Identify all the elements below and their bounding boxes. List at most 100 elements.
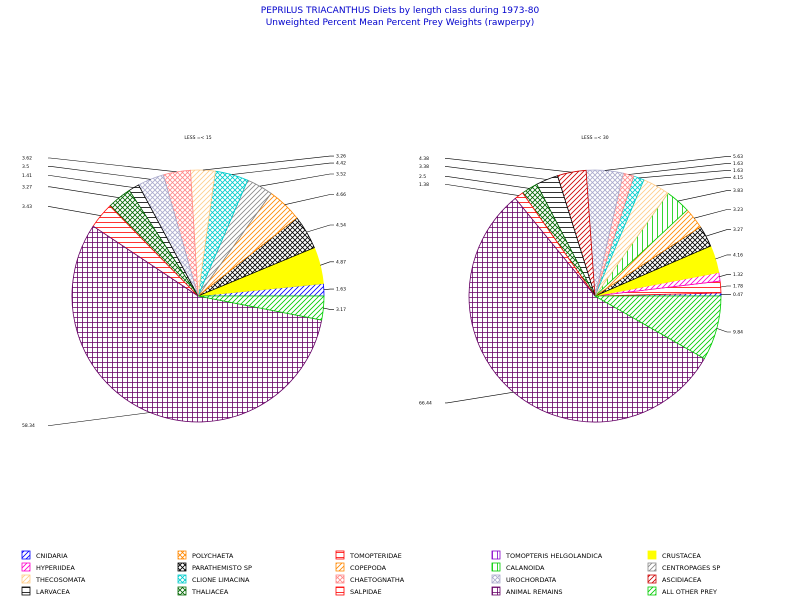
- legend-item-salpidae: SALPIDAE: [335, 586, 382, 596]
- pie-1-leader-thecosomata: [202, 155, 334, 171]
- pie-2-label-clione-limacina: 1.63: [733, 168, 743, 174]
- pie-1-leader-urochordata: [48, 166, 151, 180]
- legend-swatch: [177, 574, 187, 584]
- legend-swatch: [647, 574, 657, 584]
- legend-item-cnidaria: CNIDARIA: [21, 550, 68, 560]
- pie-2-label-ascidiacea: 4.38: [419, 156, 429, 162]
- pie-1-label-crustacea: 4.87: [336, 259, 346, 265]
- pie-2-label-crustacea: 4.16: [733, 252, 743, 258]
- legend-label: CNIDARIA: [36, 552, 68, 560]
- legend-item-tomopteridae: TOMOPTERIDAE: [335, 550, 402, 560]
- pie-2-label-salpidae: 1.38: [419, 182, 429, 188]
- legend-item-polychaeta: POLYCHAETA: [177, 550, 234, 560]
- legend-label: CALANOIDA: [506, 564, 545, 572]
- legend-item-urochordata: UROCHORDATA: [491, 574, 557, 584]
- legend-swatch: [21, 562, 31, 572]
- legend-swatch: [491, 574, 501, 584]
- pie-1-leader-salpidae: [48, 206, 101, 216]
- pie-1-leader-centropages-sp: [259, 173, 334, 187]
- legend-item-calanoida: CALANOIDA: [491, 562, 545, 572]
- pie-1-leader-parathemisto-sp: [306, 224, 334, 233]
- legend-swatch: [21, 574, 31, 584]
- legend-label: ASCIDIACEA: [662, 576, 702, 584]
- pie-2-leader-calanoida: [677, 190, 731, 202]
- legend-item-hyperiidea: HYPERIIDEA: [21, 562, 75, 572]
- pie-2-label-thaliacea: 2.5: [419, 174, 426, 180]
- legend-item-animal-remains: ANIMAL REMAINS: [491, 586, 563, 596]
- legend-label: CLIONE LIMACINA: [192, 576, 250, 584]
- pie-1-leader-larvacea: [48, 175, 134, 188]
- pie-2-label-hyperiidea: 1.32: [733, 272, 743, 278]
- pie-1-label-thecosomata: 3.26: [336, 154, 346, 160]
- legend-item-crustacea: CRUSTACEA: [647, 550, 701, 560]
- pie-2-label-chaetognatha: 1.63: [733, 161, 743, 167]
- pie-1-label-centropages-sp: 3.52: [336, 171, 346, 177]
- legend-swatch: [335, 562, 345, 572]
- pie-1-leader-clione-limacina: [231, 162, 334, 175]
- pie-2-leader-clione-limacina: [638, 170, 731, 179]
- legend-item-centropages-sp: CENTROPAGES SP: [647, 562, 720, 572]
- pie-2-leader-hyperiidea: [719, 274, 731, 277]
- pie-chart-1: LESS =< 15 3.264.42 3.52 4.66 4.54 4.87 1.63 3…: [22, 135, 346, 429]
- legend-swatch: [21, 586, 31, 596]
- legend-label: PARATHEMISTO SP: [192, 564, 252, 572]
- legend-swatch: [177, 586, 187, 596]
- pie-2-leader-chaetognatha: [628, 163, 731, 175]
- legend-label: COPEPODA: [350, 564, 387, 572]
- pie-2-label-all-other-prey: 9.84: [733, 329, 743, 335]
- legend-label: UROCHORDATA: [506, 576, 557, 584]
- legend-swatch: [335, 550, 345, 560]
- legend-swatch: [335, 586, 345, 596]
- pie-2-title: LESS =< 30: [581, 135, 608, 141]
- legend-swatch: [647, 562, 657, 572]
- chart-title: PEPRILUS TRIACANTHUS Diets by length cla…: [261, 6, 540, 16]
- pie-2-leader-larvacea: [445, 166, 547, 180]
- legend-swatch: [491, 562, 501, 572]
- pie-2-leader-thecosomata: [656, 177, 731, 187]
- legend-swatch: [647, 550, 657, 560]
- pie-1-label-animal-remains: 58.34: [22, 423, 35, 429]
- pie-2-leader-parathemisto-sp: [705, 229, 731, 237]
- pie-2-slice-all-other-prey: [593, 295, 722, 360]
- pie-1-title: LESS =< 15: [184, 135, 211, 141]
- pie-1-leader-all-other-prey: [323, 307, 334, 310]
- pie-1-leader-copepoda: [284, 194, 334, 205]
- legend-item-larvacea: LARVACEA: [21, 586, 70, 596]
- legend-label: CHAETOGNATHA: [350, 576, 405, 584]
- pie-1-label-all-other-prey: 3.17: [336, 307, 346, 313]
- chart-subtitle: Unweighted Percent Mean Percent Prey Wei…: [266, 18, 535, 28]
- legend-swatch: [335, 574, 345, 584]
- pie-2-leader-ascidiacea: [445, 158, 572, 173]
- legend-swatch: [177, 550, 187, 560]
- pie-2-leader-crustacea: [715, 254, 731, 260]
- pie-chart-2: LESS =< 30 5.631.631.634.153.833.233.274…: [419, 135, 743, 423]
- pie-1-label-chaetognatha: 3.62: [22, 156, 32, 162]
- pie-2-label-animal-remains: 66.44: [419, 400, 432, 406]
- pie-1-label-copepoda: 4.66: [336, 192, 346, 198]
- pie-2-label-urochordata: 5.63: [733, 154, 743, 160]
- pie-1-label-clione-limacina: 4.42: [336, 161, 346, 167]
- legend-swatch: [491, 586, 501, 596]
- pie-1-label-urochordata: 3.5: [22, 164, 29, 170]
- legend-label: POLYCHAETA: [192, 552, 234, 560]
- pie-1-label-larvacea: 1.41: [22, 173, 32, 179]
- pie-2-label-copepoda: 3.23: [733, 207, 743, 213]
- legend-label: TOMOPTERIDAE: [349, 552, 402, 560]
- pie-2-leader-urochordata: [604, 156, 731, 171]
- pie-2-slice-animal-remains: [468, 197, 705, 423]
- pie-2-label-tomopteridae: 1.78: [733, 283, 743, 289]
- pie-1-leader-animal-remains: [48, 412, 151, 426]
- pie-1-slice-animal-remains: [71, 225, 323, 423]
- legend-swatch: [647, 586, 657, 596]
- pie-1-leader-thaliacea: [48, 186, 120, 198]
- legend-item-all-other-prey: ALL OTHER PREY: [647, 586, 717, 596]
- legend-item-chaetognatha: CHAETOGNATHA: [335, 574, 405, 584]
- pie-2-label-parathemisto-sp: 3.27: [733, 227, 743, 233]
- pie-1-leader-chaetognatha: [48, 157, 177, 173]
- pie-2-leader-thaliacea: [445, 176, 530, 189]
- pie-1-label-salpidae: 3.43: [22, 204, 32, 210]
- legend-item-thaliacea: THALIACEA: [177, 586, 229, 596]
- legend-label: SALPIDAE: [350, 588, 382, 596]
- legend-item-ascidiacea: ASCIDIACEA: [647, 574, 702, 584]
- pie-2-label-larvacea: 3.38: [419, 164, 429, 170]
